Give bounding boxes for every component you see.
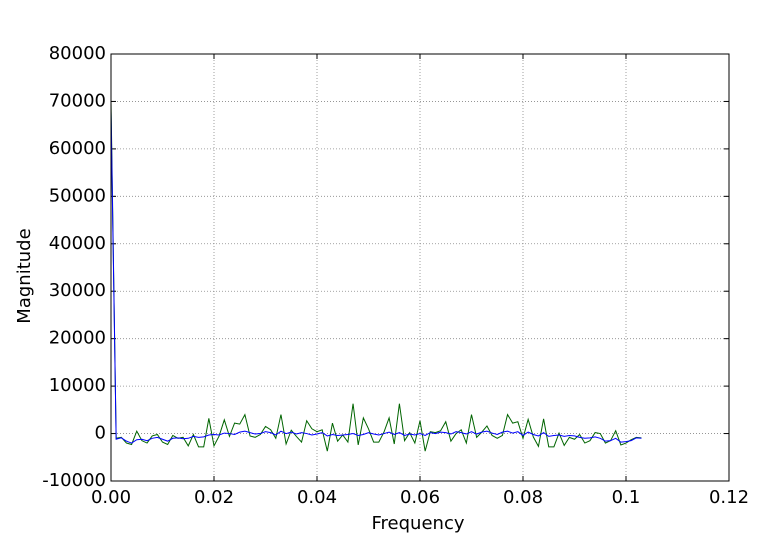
y-tick-label: -10000 bbox=[42, 470, 106, 491]
y-tick-label: 40000 bbox=[49, 233, 106, 254]
x-axis-label: Frequency bbox=[372, 513, 465, 534]
x-tick-label: 0.12 bbox=[709, 487, 749, 508]
data-line bbox=[110, 101, 642, 452]
y-tick-label: 10000 bbox=[49, 375, 106, 396]
y-tick-label: 20000 bbox=[49, 328, 106, 349]
y-tick-label: 80000 bbox=[49, 43, 106, 64]
y-tick-label: 30000 bbox=[49, 280, 106, 301]
x-tick-label: 0.02 bbox=[194, 487, 234, 508]
x-tick-label: 0.08 bbox=[503, 487, 543, 508]
y-tick-label: 50000 bbox=[49, 185, 106, 206]
y-tick-label: 0 bbox=[95, 423, 106, 444]
y-tick-label: 70000 bbox=[49, 90, 106, 111]
plot-frame bbox=[110, 53, 730, 482]
x-tick-label: 0.06 bbox=[400, 487, 440, 508]
x-tick-label: 0.00 bbox=[91, 487, 131, 508]
x-tick-label: 0.1 bbox=[612, 487, 641, 508]
data-line bbox=[110, 110, 642, 444]
x-tick-label: 0.04 bbox=[297, 487, 337, 508]
y-tick-label: 60000 bbox=[49, 138, 106, 159]
y-axis-label: Magnitude bbox=[14, 228, 35, 323]
